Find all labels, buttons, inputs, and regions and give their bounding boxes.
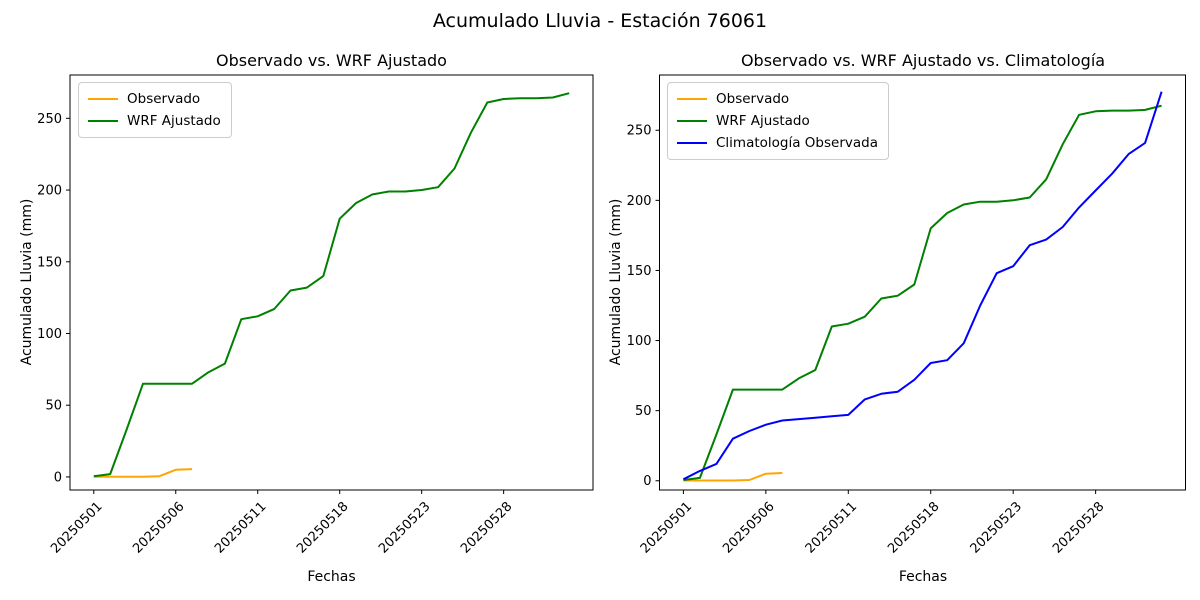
legend-line-swatch [677,119,707,123]
x-tick-label: 20250528 [1050,499,1107,556]
x-tick-label: 20250501 [48,499,105,556]
legend-entry-climatolog-a-observada: Climatología Observada [677,132,878,154]
y-tick-label: 250 [37,112,62,127]
y-tick-label: 100 [627,334,652,349]
left-plot-xlabel: Fechas [307,569,356,585]
y-tick-label: 150 [627,264,652,279]
series-line-observado [683,472,783,482]
y-tick-label: 250 [627,124,652,139]
legend-entry-wrf-ajustado: WRF Ajustado [88,110,221,132]
x-tick-label: 20250511 [212,499,269,556]
y-tick-label: 50 [635,404,652,419]
x-tick-label: 20250523 [968,499,1025,556]
series-line-wrf-ajustado [93,92,570,478]
x-tick-label: 20250506 [720,499,777,556]
plot-frame [659,74,1186,491]
figure-suptitle: Acumulado Lluvia - Estación 76061 [432,10,768,32]
legend-entry-observado: Observado [88,88,221,110]
legend-label: Climatología Observada [716,135,878,151]
x-tick-label: 20250518 [885,499,942,556]
x-tick-label: 20250501 [638,499,695,556]
series-line-observado [93,468,193,478]
series-line-climatolog-a-observada [682,91,1163,481]
legend-line-swatch [677,97,707,101]
left-plot-title: Observado vs. WRF Ajustado [216,51,447,70]
plot-frame [69,74,594,491]
y-tick-label: 0 [54,470,62,485]
y-tick-label: 0 [643,474,651,489]
y-tick-label: 50 [45,399,62,414]
y-tick-label: 100 [37,327,62,342]
x-tick-label: 20250528 [458,499,515,556]
legend-label: WRF Ajustado [127,113,221,129]
legend-line-swatch [88,97,118,101]
right-plot-title: Observado vs. WRF Ajustado vs. Climatolo… [740,51,1106,70]
legend-label: WRF Ajustado [716,113,810,129]
legend-label: Observado [716,91,790,107]
x-tick-label: 20250506 [130,499,187,556]
x-tick-label: 20250518 [294,499,351,556]
series-line-wrf-ajustado [683,104,1162,481]
x-tick-label: 20250523 [376,499,433,556]
right-plot-xlabel: Fechas [898,569,948,585]
legend-entry-wrf-ajustado: WRF Ajustado [677,110,878,132]
y-tick-label: 200 [37,184,62,199]
right-plot-legend: Observado WRF Ajustado Climatología Observ… [667,82,889,160]
legend-line-swatch [677,141,707,145]
legend-line-swatch [88,119,118,123]
y-tick-label: 200 [627,194,652,209]
left-plot-legend: Observado WRF Ajustado [78,82,232,138]
legend-entry-observado: Observado [677,88,878,110]
x-tick-label: 20250511 [803,499,860,556]
legend-label: Observado [127,91,201,107]
right-plot-ylabel: Acumulado Lluvia (mm) [608,198,624,366]
left-plot-ylabel: Acumulado Lluvia (mm) [19,198,35,366]
y-tick-label: 150 [37,255,62,270]
